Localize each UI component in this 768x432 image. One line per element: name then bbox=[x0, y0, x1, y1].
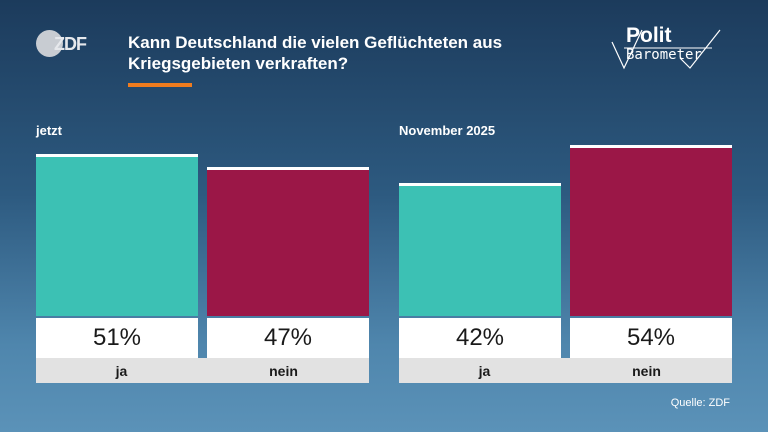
source-note: Quelle: ZDF bbox=[670, 397, 730, 409]
category-label: ja bbox=[399, 358, 570, 383]
category-label: ja bbox=[36, 358, 207, 383]
bar-top-line bbox=[36, 154, 198, 158]
bar-jetzt-ja bbox=[36, 154, 198, 316]
zdf-logo-text: ZDF bbox=[54, 34, 87, 54]
group-label-november-2025: November 2025 bbox=[399, 123, 496, 138]
zdf-logo-circle bbox=[36, 30, 63, 57]
bar-top-line bbox=[570, 144, 732, 148]
bar-top-line bbox=[399, 182, 561, 186]
chart-title: Kann Deutschland die vielen Geflüchteten… bbox=[128, 33, 503, 73]
bar-november-ja bbox=[399, 182, 561, 316]
title-accent-line bbox=[128, 83, 192, 87]
bar-jetzt-nein bbox=[207, 167, 369, 316]
brand-barometer: Barometer bbox=[626, 47, 702, 63]
value-label: 51% bbox=[36, 318, 198, 358]
politbarometer-logo: Polit Barometer bbox=[608, 24, 726, 72]
brand-polit: Polit bbox=[626, 24, 672, 47]
politbarometer-check-icon bbox=[611, 29, 721, 70]
value-label: 42% bbox=[399, 318, 561, 358]
category-label: nein bbox=[561, 358, 732, 383]
zdf-logo: ZDF bbox=[36, 30, 88, 58]
value-label: 47% bbox=[207, 318, 369, 358]
bar-top-line bbox=[207, 167, 369, 170]
bar-november-nein bbox=[570, 144, 732, 316]
group-label-jetzt: jetzt bbox=[36, 123, 62, 138]
category-label: nein bbox=[198, 358, 369, 383]
value-label: 54% bbox=[570, 318, 732, 358]
